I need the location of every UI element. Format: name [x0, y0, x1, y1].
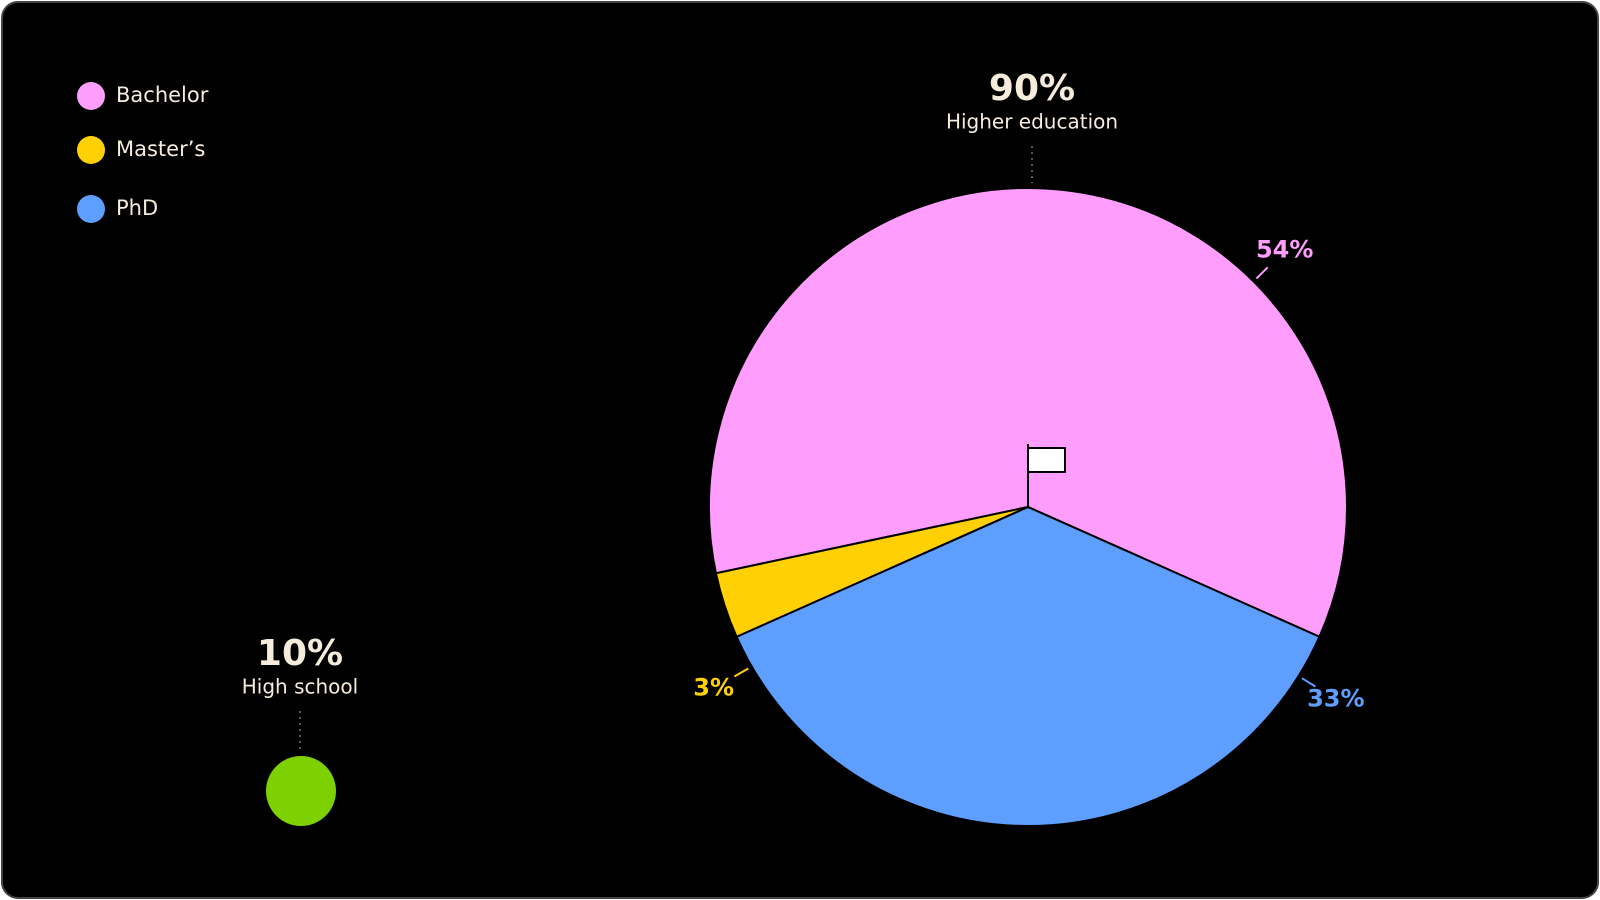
pie-slice — [714, 506, 1029, 639]
legend-swatch — [77, 82, 105, 110]
leader-line — [733, 667, 749, 678]
legend-swatch — [77, 136, 105, 164]
pie-slice — [708, 187, 1348, 639]
value-label: 54% — [1256, 235, 1313, 263]
pie-slice — [735, 505, 1321, 827]
high-school-dot — [266, 756, 336, 826]
annotation-text: High school — [242, 675, 358, 699]
legend-label: Bachelor — [116, 83, 209, 107]
legend-label: Master’s — [116, 137, 205, 161]
annotation-value: 90% — [989, 68, 1075, 109]
legend-swatch — [77, 195, 105, 223]
legend-label: PhD — [116, 196, 158, 220]
leader-line — [1255, 266, 1269, 280]
flag — [1027, 447, 1066, 473]
leader-line — [1301, 677, 1317, 688]
annotation-value: 10% — [257, 633, 343, 674]
annotation-text: Higher education — [946, 110, 1118, 134]
value-label: 3% — [693, 674, 734, 702]
value-label: 33% — [1307, 684, 1364, 712]
